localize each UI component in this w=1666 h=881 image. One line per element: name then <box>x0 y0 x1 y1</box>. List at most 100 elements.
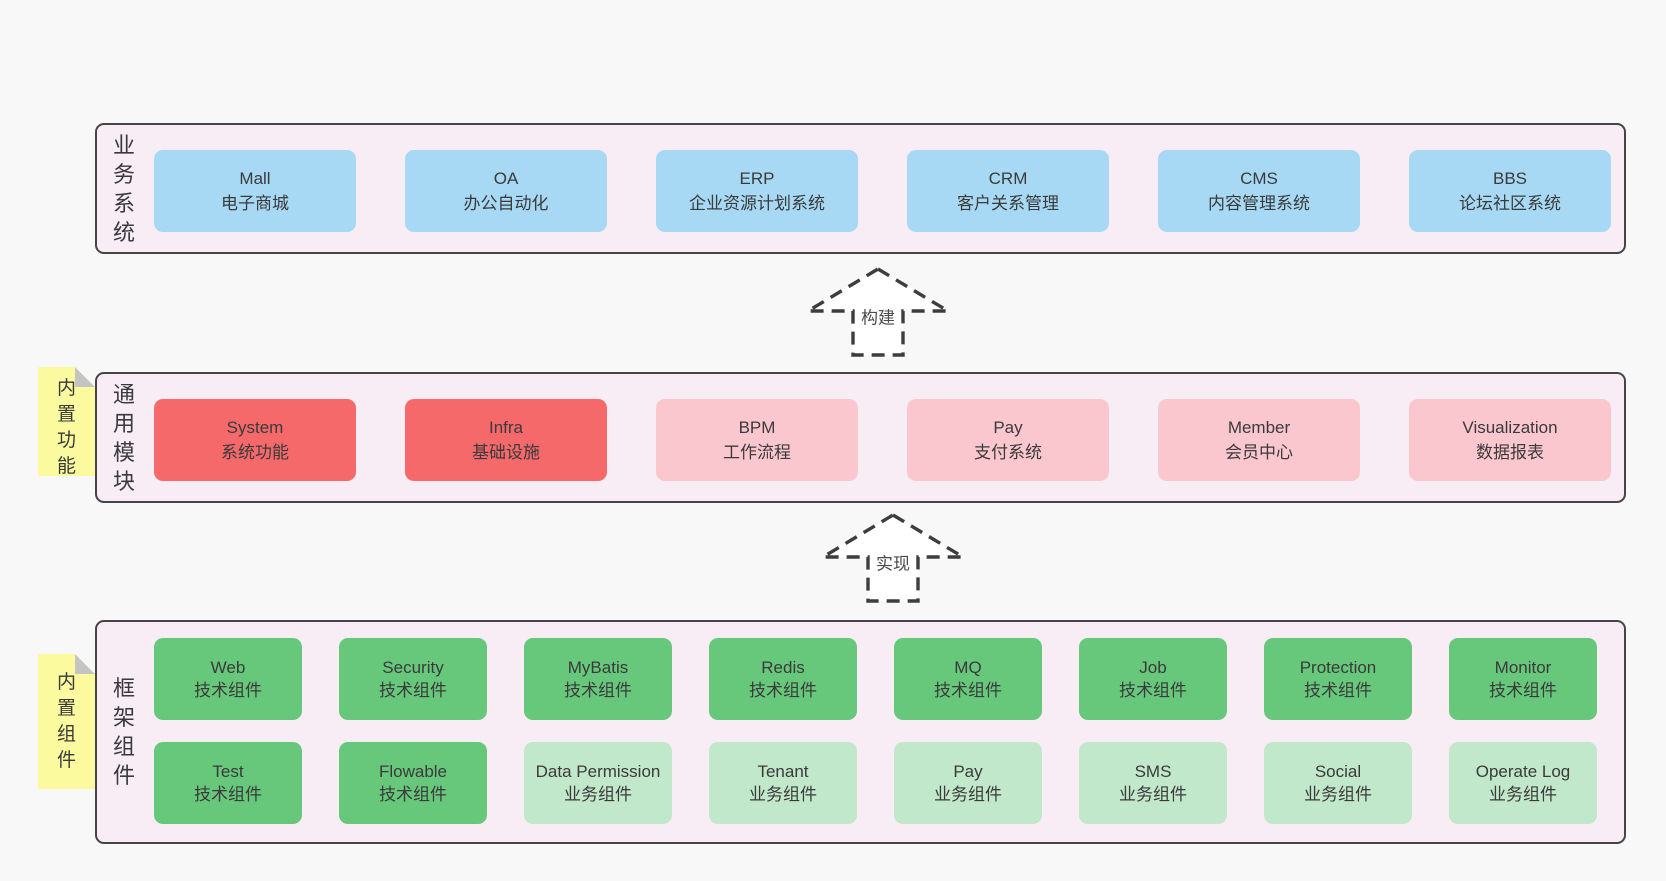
box-mybatis: MyBatis 技术组件 <box>524 638 672 720</box>
box-title: Mall <box>239 169 271 188</box>
box-cms: CMS 内容管理系统 <box>1158 150 1360 232</box>
box-title: Pay <box>993 418 1023 437</box>
box-tenant: Tenant 业务组件 <box>709 742 857 824</box>
box-subtitle: 工作流程 <box>723 443 791 462</box>
box-subtitle: 技术组件 <box>1119 681 1187 700</box>
box-bpm: BPM 工作流程 <box>656 399 858 481</box>
box-monitor: Monitor 技术组件 <box>1449 638 1597 720</box>
box-title: Test <box>212 762 244 781</box>
box-title: BBS <box>1492 169 1528 188</box>
box-mq: MQ 技术组件 <box>894 638 1042 720</box>
box-data-permission: Data Permission 业务组件 <box>524 742 672 824</box>
box-member: Member 会员中心 <box>1158 399 1360 481</box>
box-title: Operate Log <box>1475 762 1571 781</box>
box-title: Social <box>1314 762 1362 781</box>
box-oa: OA 办公自动化 <box>405 150 607 232</box>
box-title: System <box>226 418 284 437</box>
box-crm: CRM 客户关系管理 <box>907 150 1109 232</box>
box-title: Pay <box>953 762 983 781</box>
build-arrow-label: 构建 <box>858 302 898 330</box>
box-subtitle: 业务组件 <box>934 785 1002 804</box>
box-operate-log: Operate Log 业务组件 <box>1449 742 1597 824</box>
box-title: Job <box>1139 658 1167 677</box>
box-subtitle: 技术组件 <box>934 681 1002 700</box>
box-title: Flowable <box>378 762 448 781</box>
box-title: ERP <box>739 169 775 188</box>
box-subtitle: 客户关系管理 <box>957 194 1059 213</box>
box-title: Member <box>1227 418 1291 437</box>
common-modules-row: System 系统功能 Infra 基础设施 BPM 工作流程 Pay 支付系统… <box>154 399 1611 481</box>
business-systems-row: Mall 电子商城 OA 办公自动化 ERP 企业资源计划系统 CRM 客户关系… <box>154 150 1611 232</box>
box-title: Tenant <box>757 762 809 781</box>
implement-arrow-up-icon: 实现 <box>820 512 966 604</box>
sticky-note-label: 内置组件 <box>56 672 76 771</box>
box-flowable: Flowable 技术组件 <box>339 742 487 824</box>
framework-components-grid: Web 技术组件 Security 技术组件 MyBatis 技术组件 Redi… <box>154 638 1597 824</box>
implement-arrow-label: 实现 <box>873 548 913 576</box>
box-subtitle: 技术组件 <box>1489 681 1557 700</box>
build-arrow-up-icon: 构建 <box>805 266 951 358</box>
box-subtitle: 基础设施 <box>472 443 540 462</box>
panel-framework-components: 框架组件 Web 技术组件 Security 技术组件 MyBatis 技术组件… <box>95 620 1626 844</box>
box-sms: SMS 业务组件 <box>1079 742 1227 824</box>
box-subtitle: 业务组件 <box>749 785 817 804</box>
box-system: System 系统功能 <box>154 399 356 481</box>
sticky-note-label: 内置功能 <box>56 378 76 477</box>
box-subtitle: 业务组件 <box>1489 785 1557 804</box>
box-subtitle: 系统功能 <box>221 443 289 462</box>
box-bbs: BBS 论坛社区系统 <box>1409 150 1611 232</box>
box-pay-system: Pay 支付系统 <box>907 399 1109 481</box>
panel-label-framework-components: 框架组件 <box>112 676 135 788</box>
panel-label-common-modules: 通用模块 <box>112 381 135 494</box>
box-subtitle: 论坛社区系统 <box>1459 194 1561 213</box>
box-title: Security <box>382 658 444 677</box>
box-subtitle: 数据报表 <box>1476 443 1544 462</box>
box-subtitle: 技术组件 <box>194 785 262 804</box>
box-erp: ERP 企业资源计划系统 <box>656 150 858 232</box>
panel-label-business-systems: 业务系统 <box>112 132 135 245</box>
sticky-fold-corner <box>75 654 95 674</box>
box-title: Infra <box>488 418 524 437</box>
box-subtitle: 技术组件 <box>1304 681 1372 700</box>
box-subtitle: 会员中心 <box>1225 443 1293 462</box>
box-subtitle: 技术组件 <box>379 785 447 804</box>
box-title: CRM <box>988 169 1028 188</box>
box-web: Web 技术组件 <box>154 638 302 720</box>
box-subtitle: 技术组件 <box>564 681 632 700</box>
box-title: MyBatis <box>567 658 629 677</box>
box-subtitle: 业务组件 <box>564 785 632 804</box>
box-subtitle: 业务组件 <box>1304 785 1372 804</box>
box-title: Protection <box>1299 658 1377 677</box>
box-subtitle: 业务组件 <box>1119 785 1187 804</box>
box-subtitle: 支付系统 <box>974 443 1042 462</box>
box-visualization: Visualization 数据报表 <box>1409 399 1611 481</box>
box-test: Test 技术组件 <box>154 742 302 824</box>
box-title: Data Permission <box>535 762 661 781</box>
box-security: Security 技术组件 <box>339 638 487 720</box>
box-redis: Redis 技术组件 <box>709 638 857 720</box>
sticky-fold-corner <box>75 367 95 387</box>
box-title: Web <box>210 658 246 677</box>
box-job: Job 技术组件 <box>1079 638 1227 720</box>
box-title: MQ <box>954 658 982 677</box>
box-subtitle: 企业资源计划系统 <box>689 194 825 213</box>
box-protection: Protection 技术组件 <box>1264 638 1412 720</box>
box-title: OA <box>493 169 519 188</box>
box-subtitle: 电子商城 <box>221 194 289 213</box>
box-subtitle: 内容管理系统 <box>1208 194 1310 213</box>
box-pay-component: Pay 业务组件 <box>894 742 1042 824</box>
box-title: CMS <box>1240 169 1278 188</box>
box-title: Monitor <box>1494 658 1552 677</box>
box-subtitle: 技术组件 <box>194 681 262 700</box>
box-title: BPM <box>738 418 776 437</box>
panel-common-modules: 通用模块 System 系统功能 Infra 基础设施 BPM 工作流程 Pay… <box>95 372 1626 503</box>
box-title: Visualization <box>1462 418 1558 437</box>
box-subtitle: 技术组件 <box>379 681 447 700</box>
box-social: Social 业务组件 <box>1264 742 1412 824</box>
box-infra: Infra 基础设施 <box>405 399 607 481</box>
box-title: SMS <box>1134 762 1172 781</box>
panel-business-systems: 业务系统 Mall 电子商城 OA 办公自动化 ERP 企业资源计划系统 CRM… <box>95 123 1626 254</box>
sticky-note-builtin-features: 内置功能 <box>38 367 95 476</box>
box-subtitle: 技术组件 <box>749 681 817 700</box>
